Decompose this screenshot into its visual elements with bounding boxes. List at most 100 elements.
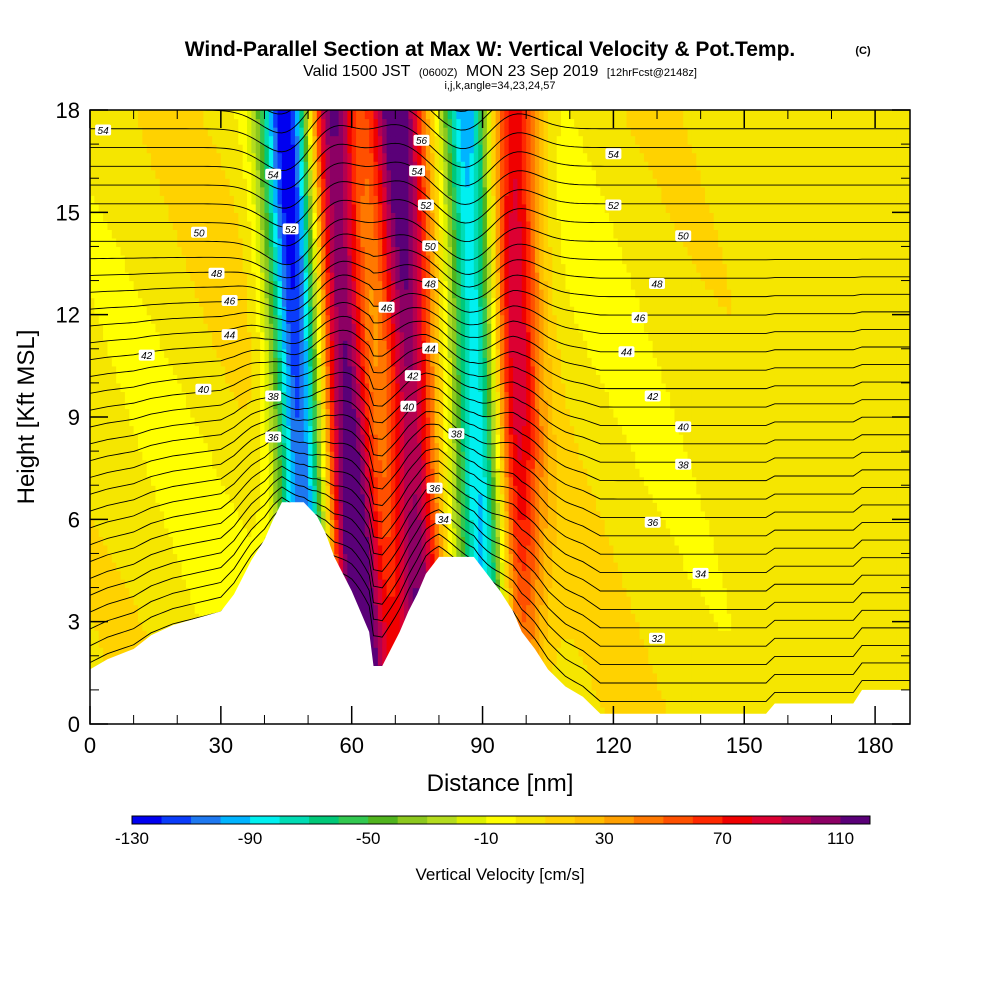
velocity-cell [199, 144, 204, 154]
velocity-cell [242, 365, 248, 375]
velocity-cell [181, 527, 187, 537]
velocity-cell [242, 391, 248, 401]
velocity-cell [255, 434, 261, 444]
velocity-cell [356, 297, 362, 307]
velocity-cell [251, 195, 257, 205]
velocity-cell [103, 374, 109, 384]
velocity-cell [325, 152, 331, 162]
velocity-cell [116, 169, 122, 179]
velocity-cell [386, 434, 392, 444]
velocity-cell [281, 331, 287, 341]
velocity-cell [203, 502, 209, 512]
velocity-cell [107, 417, 113, 427]
velocity-cell [216, 203, 222, 213]
plot-area: 5454525048464442403836565452504846444240… [90, 110, 910, 724]
velocity-cell [90, 237, 95, 248]
velocity-cell [98, 647, 104, 657]
velocity-cell [351, 519, 357, 529]
velocity-cell [351, 212, 357, 222]
velocity-cell [181, 246, 187, 256]
velocity-cell [212, 135, 218, 145]
velocity-cell [120, 340, 126, 350]
velocity-cell [199, 391, 204, 401]
velocity-cell [164, 493, 170, 503]
velocity-cell [264, 144, 270, 154]
velocity-cell [373, 451, 379, 461]
velocity-cell [247, 485, 252, 495]
velocity-cell [364, 186, 370, 196]
velocity-cell [351, 382, 357, 393]
velocity-cell [151, 374, 157, 384]
velocity-cell [290, 374, 296, 384]
velocity-cell [168, 408, 174, 418]
velocity-cell [308, 263, 314, 273]
velocity-cell [116, 485, 122, 495]
velocity-cell [159, 596, 165, 606]
velocity-cell [159, 621, 165, 631]
velocity-cell [373, 323, 379, 333]
velocity-cell [120, 357, 126, 367]
velocity-cell [107, 544, 113, 555]
velocity-cell [264, 314, 270, 324]
velocity-cell [212, 519, 218, 529]
velocity-cell [277, 178, 283, 188]
velocity-cell [142, 536, 148, 546]
velocity-cell [377, 485, 383, 495]
velocity-cell [347, 417, 353, 427]
velocity-cell [377, 579, 383, 589]
velocity-cell [316, 331, 322, 341]
velocity-cell [129, 229, 135, 239]
velocity-cell [216, 110, 222, 120]
velocity-cell [129, 630, 135, 640]
velocity-cell [229, 152, 235, 162]
velocity-cell [273, 220, 279, 230]
velocity-cell [194, 434, 200, 444]
velocity-cell [264, 476, 270, 486]
velocity-cell [351, 485, 357, 495]
velocity-cell [369, 408, 375, 418]
velocity-cell [312, 152, 318, 162]
velocity-cell [220, 408, 226, 418]
velocity-cell [338, 203, 344, 213]
velocity-cell [233, 169, 239, 179]
velocity-cell [185, 442, 191, 452]
velocity-cell [342, 127, 348, 137]
velocity-cell [329, 544, 335, 555]
velocity-cell [90, 220, 95, 230]
velocity-cell [260, 135, 266, 145]
velocity-cell [321, 152, 327, 162]
velocity-cell [281, 323, 287, 333]
velocity-cell [120, 519, 126, 529]
velocity-cell [277, 246, 283, 256]
velocity-cell [94, 331, 100, 341]
velocity-cell [264, 152, 270, 162]
velocity-cell [334, 135, 340, 145]
velocity-cell [347, 459, 353, 469]
velocity-cell [303, 135, 309, 145]
velocity-cell [329, 323, 335, 333]
velocity-cell [94, 425, 100, 435]
velocity-cell [364, 169, 370, 179]
velocity-cell [203, 110, 209, 120]
velocity-cell [181, 357, 187, 367]
velocity-cell [207, 587, 213, 597]
velocity-cell [316, 237, 322, 248]
velocity-cell [203, 604, 209, 614]
velocity-cell [168, 451, 174, 461]
velocity-cell [155, 417, 161, 427]
velocity-cell [212, 374, 218, 384]
velocity-cell [290, 297, 296, 307]
velocity-cell [303, 442, 309, 452]
velocity-cell [137, 570, 143, 580]
velocity-cell [268, 110, 274, 120]
velocity-cell [225, 417, 231, 427]
velocity-cell [185, 544, 191, 555]
velocity-cell [377, 254, 383, 265]
velocity-cell [255, 331, 261, 341]
velocity-cell [172, 408, 178, 418]
velocity-cell [351, 297, 357, 307]
velocity-cell [164, 442, 170, 452]
velocity-cell [111, 374, 117, 384]
velocity-cell [107, 178, 113, 188]
velocity-cell [124, 476, 130, 486]
